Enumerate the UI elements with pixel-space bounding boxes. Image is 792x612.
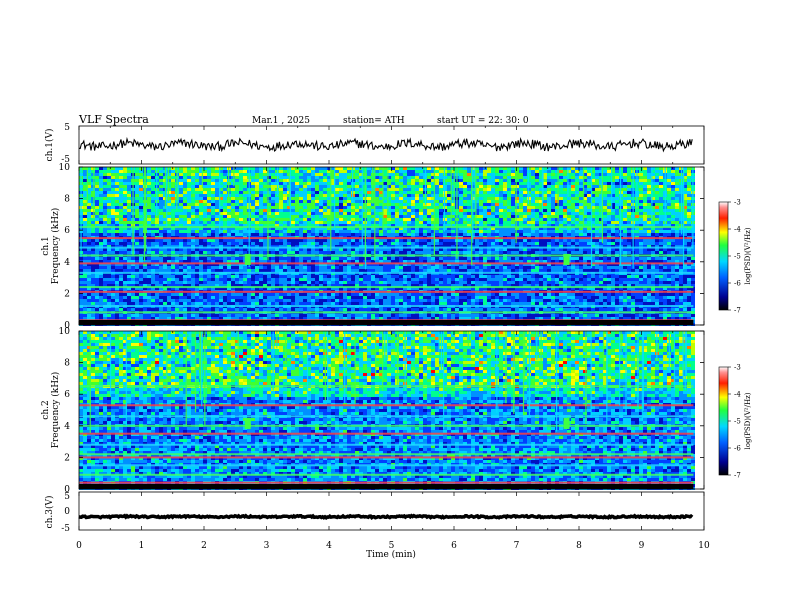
x-tick-5: 5 bbox=[389, 541, 395, 551]
ch1-ylabel: ch.1(V) bbox=[44, 129, 55, 162]
x-tick-6: 6 bbox=[451, 541, 457, 551]
cb2-ticks-tick--7: -7 bbox=[734, 472, 741, 480]
x-axis-label: Time (min) bbox=[366, 549, 416, 560]
ch1-ytick-top: 5 bbox=[64, 123, 70, 133]
ch1-spectrogram-image bbox=[79, 167, 695, 326]
ch1-colorbar-label: log(PSD)(V²/Hz) bbox=[744, 227, 752, 284]
spec2-ytick-10: 10 bbox=[59, 327, 71, 337]
x-tick-1: 1 bbox=[139, 541, 145, 551]
x-tick-2: 2 bbox=[201, 541, 207, 551]
ch3-ytick-bottom: -5 bbox=[61, 524, 70, 534]
header-station: station= ATH bbox=[343, 116, 405, 126]
spec2-ytick-0: 0 bbox=[64, 485, 70, 495]
ch2-spectrogram-image bbox=[79, 331, 695, 490]
cb2-ticks-tick--6: -6 bbox=[734, 445, 741, 453]
ch3-frame bbox=[78, 491, 705, 531]
cb2-ticks-tick--4: -4 bbox=[734, 391, 741, 399]
x-tick-labels: 0 1 2 3 4 5 6 7 8 9 10 bbox=[76, 541, 710, 551]
ch3-trace bbox=[78, 513, 694, 520]
ch1-trace bbox=[78, 136, 693, 153]
spec2-ytick-6: 6 bbox=[64, 390, 70, 400]
cb1-ticks-tick--6: -6 bbox=[734, 280, 741, 288]
figure-title: VLF Spectra bbox=[78, 113, 149, 126]
ch2-spec-ylabel-2: Frequency (kHz) bbox=[50, 372, 61, 449]
cb2-ticks-tick--5: -5 bbox=[734, 418, 741, 426]
ch1-ytick-bottom: -5 bbox=[61, 155, 70, 165]
spec2-ytick-2: 2 bbox=[64, 453, 70, 463]
x-tick-0: 0 bbox=[76, 541, 82, 551]
cb1-ticks-tick--5: -5 bbox=[734, 253, 741, 261]
spec2-ytick-4: 4 bbox=[64, 422, 70, 432]
cb1-ticks-tick--3: -3 bbox=[734, 199, 741, 207]
spec2-ytick-8: 8 bbox=[64, 359, 70, 369]
spec1-ytick-2: 2 bbox=[64, 289, 70, 299]
ch1-spec-ylabel-2: Frequency (kHz) bbox=[50, 208, 61, 285]
spec1-ytick-6: 6 bbox=[64, 226, 70, 236]
x-tick-7: 7 bbox=[514, 541, 520, 551]
ch3-ytick-mid: 0 bbox=[64, 507, 70, 517]
spec1-ytick-10: 10 bbox=[59, 163, 71, 173]
cb1-ticks-tick--7: -7 bbox=[734, 307, 741, 315]
ch2-spec-ylabel-1: ch.2 bbox=[41, 400, 51, 419]
ch3-waveform-panel: 5 0 -5 ch.3(V) bbox=[44, 491, 705, 534]
ch2-colorbar-label: log(PSD)(V²/Hz) bbox=[744, 392, 752, 449]
spec1-ytick-4: 4 bbox=[64, 258, 70, 268]
spec1-ytick-0: 0 bbox=[64, 321, 70, 331]
x-tick-marks bbox=[78, 126, 705, 530]
x-tick-9: 9 bbox=[639, 541, 645, 551]
header-start-ut: start UT = 22: 30: 0 bbox=[437, 116, 529, 126]
ch3-ytick-top: 5 bbox=[64, 492, 70, 502]
cb2-ticks-tick--3: -3 bbox=[734, 364, 741, 372]
x-tick-8: 8 bbox=[576, 541, 582, 551]
cb1-ticks-tick--4: -4 bbox=[734, 226, 741, 234]
ch2-colorbar bbox=[718, 366, 729, 476]
header-date: Mar.1 , 2025 bbox=[252, 116, 310, 126]
ch1-waveform-panel: 5 -5 ch.1(V) bbox=[44, 123, 705, 165]
spec1-ytick-8: 8 bbox=[64, 195, 70, 205]
x-tick-4: 4 bbox=[326, 541, 332, 551]
ch3-ylabel: ch.3(V) bbox=[44, 496, 55, 529]
ch1-colorbar bbox=[718, 201, 729, 311]
x-tick-10: 10 bbox=[698, 541, 710, 551]
ch1-spec-ylabel-1: ch.1 bbox=[41, 236, 51, 255]
x-tick-3: 3 bbox=[264, 541, 270, 551]
